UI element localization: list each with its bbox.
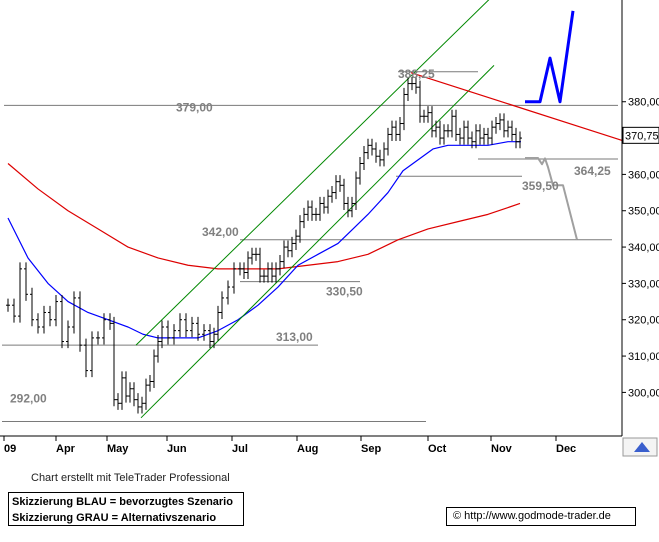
legend-grey-scenario: Skizzierung GRAU = Alternativszenario xyxy=(12,512,217,524)
trend-channel-upper xyxy=(135,0,490,346)
x-tick-label-Dec: Dec xyxy=(556,443,576,455)
price-bars xyxy=(6,77,522,414)
scenario-legend: Skizzierung BLAU = bevorzugtes Szenario … xyxy=(8,492,244,526)
chart-lines xyxy=(7,0,627,419)
y-tick-label-350,00: 350,00 xyxy=(628,206,659,218)
resistance-line xyxy=(410,72,627,143)
last-price-box xyxy=(622,126,659,144)
x-tick-label-Apr: Apr xyxy=(56,443,76,455)
x-tick-label-Jul: Jul xyxy=(232,443,248,455)
level-label-292,00: 292,00 xyxy=(10,391,47,405)
x-tick-label-09: 09 xyxy=(4,443,16,455)
resize-icon xyxy=(634,442,650,452)
level-label-364,25: 364,25 xyxy=(574,164,611,178)
x-tick-label-May: May xyxy=(107,443,129,455)
x-tick-label-Sep: Sep xyxy=(361,443,381,455)
source-link[interactable]: © http://www.godmode-trader.de xyxy=(446,507,636,526)
y-tick-label-380,00: 380,00 xyxy=(628,97,659,109)
x-tick-label-Aug: Aug xyxy=(297,443,318,455)
y-tick-label-320,00: 320,00 xyxy=(628,315,659,327)
last-price-label: 370,75 xyxy=(625,130,659,142)
y-tick-label-310,00: 310,00 xyxy=(628,351,659,363)
scenario-blue-path xyxy=(525,10,575,104)
chart-credit: Chart erstellt mit TeleTrader Profession… xyxy=(31,472,230,484)
y-tick-label-340,00: 340,00 xyxy=(628,242,659,254)
legend-blue-scenario: Skizzierung BLAU = bevorzugtes Szenario xyxy=(12,496,233,508)
y-tick-label-330,00: 330,00 xyxy=(628,278,659,290)
x-tick-label-Nov: Nov xyxy=(491,443,513,455)
trend-channel-lower xyxy=(140,65,495,419)
level-labels: 388,25 379,00 364,25 359,50 342,00 330,50 313,… xyxy=(10,67,611,406)
moving-average-red xyxy=(7,163,521,270)
level-label-359,50: 359,50 xyxy=(522,179,559,193)
level-label-330,50: 330,50 xyxy=(326,285,363,299)
level-label-379,00: 379,00 xyxy=(176,100,213,114)
moving-average-blue xyxy=(7,141,521,339)
level-label-313,00: 313,00 xyxy=(276,330,313,344)
x-tick-label-Oct: Oct xyxy=(428,443,447,455)
y-tick-label-300,00: 300,00 xyxy=(628,387,659,399)
x-tick-label-Jun: Jun xyxy=(167,443,187,455)
y-tick-label-360,00: 360,00 xyxy=(628,169,659,181)
level-label-342,00: 342,00 xyxy=(202,225,239,239)
level-label-388,25: 388,25 xyxy=(398,67,435,81)
axes: 380,00370,00360,00350,00340,00330,00320,… xyxy=(0,0,659,457)
scenario-grey-path xyxy=(525,157,578,241)
